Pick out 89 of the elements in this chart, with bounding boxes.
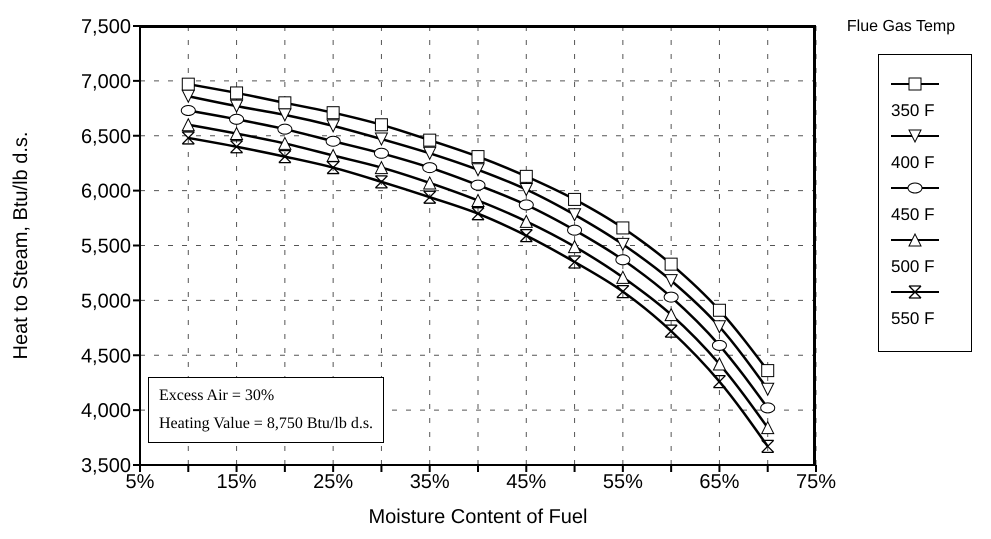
point: [664, 324, 678, 338]
legend-label: 550 F: [891, 309, 936, 329]
annotation: Excess Air = 30%: [159, 386, 276, 406]
legend-title: Flue Gas Temp: [846, 18, 956, 36]
legend-label: 500 F: [891, 257, 936, 277]
annotation: Heating Value = 8,750 Btu/lb d.s.: [159, 414, 374, 434]
point: [616, 238, 630, 251]
point: [664, 308, 678, 322]
point: [518, 199, 534, 210]
point: [230, 127, 244, 140]
point: [664, 274, 678, 288]
point: [616, 284, 630, 298]
point: [761, 421, 774, 434]
point: [278, 150, 292, 164]
y-tick-label: 7,500: [80, 16, 131, 38]
point: [374, 175, 388, 188]
point: [277, 124, 292, 135]
point: [230, 86, 244, 100]
y-tick-label: 5,000: [80, 290, 131, 312]
point: [568, 255, 582, 269]
legend-label: 450 F: [891, 205, 936, 225]
point: [229, 114, 244, 125]
point: [616, 221, 630, 234]
y-tick-label: 5,500: [80, 236, 131, 258]
point: [278, 136, 292, 150]
point: [761, 440, 774, 453]
point: [520, 183, 533, 196]
point: [568, 208, 582, 222]
x-tick-label: 75%: [796, 471, 836, 494]
x-tick-label: 25%: [313, 471, 354, 494]
point: [712, 358, 726, 371]
point: [712, 340, 727, 351]
point: [374, 118, 388, 132]
point: [182, 131, 195, 145]
point: [326, 106, 340, 120]
y-tick-label: 6,000: [80, 180, 131, 203]
point: [326, 119, 340, 132]
y-tick-label: 7,000: [80, 70, 131, 93]
y-tick-label: 6,500: [80, 126, 131, 148]
x-tick-label: 15%: [216, 471, 257, 494]
point: [520, 228, 533, 242]
point: [472, 194, 484, 207]
y-tick-label: 4,000: [80, 400, 131, 422]
point: [423, 190, 436, 204]
point: [568, 192, 582, 206]
point: [760, 402, 776, 414]
x-tick-label: 55%: [602, 471, 644, 494]
point: [180, 105, 196, 116]
point: [278, 96, 292, 110]
y-axis-title: Heat to Steam, Btu/lb d.s.: [10, 132, 32, 360]
x-tick-label: 5%: [126, 471, 155, 494]
point: [230, 100, 244, 113]
point: [520, 214, 533, 228]
point: [616, 270, 630, 284]
point: [712, 304, 726, 317]
legend-label: 350 F: [891, 101, 936, 121]
point: [374, 148, 389, 159]
x-tick-label: 65%: [699, 471, 740, 494]
point: [712, 374, 726, 388]
point: [615, 254, 630, 266]
point: [664, 292, 679, 303]
x-tick-label: 45%: [506, 471, 547, 494]
point: [520, 170, 533, 183]
point: [230, 140, 244, 154]
point: [182, 118, 195, 132]
point: [761, 382, 774, 396]
point: [423, 146, 436, 160]
point: [422, 162, 438, 174]
y-tick-label: 4,500: [80, 345, 131, 368]
point: [761, 364, 774, 378]
point: [278, 108, 292, 122]
point: [423, 176, 436, 190]
point: [472, 163, 484, 176]
point: [182, 78, 195, 91]
point: [568, 240, 582, 254]
x-axis-title: Moisture Content of Fuel: [368, 506, 588, 528]
point: [567, 224, 582, 236]
point: [664, 258, 678, 271]
point: [374, 161, 388, 174]
point: [326, 136, 341, 147]
point: [470, 180, 486, 191]
x-tick-label: 35%: [410, 471, 450, 494]
point: [712, 320, 726, 334]
point: [423, 134, 436, 147]
legend-label: 400 F: [891, 153, 936, 173]
point: [326, 160, 340, 174]
point: [374, 132, 388, 146]
point: [472, 150, 484, 164]
point: [471, 207, 485, 220]
